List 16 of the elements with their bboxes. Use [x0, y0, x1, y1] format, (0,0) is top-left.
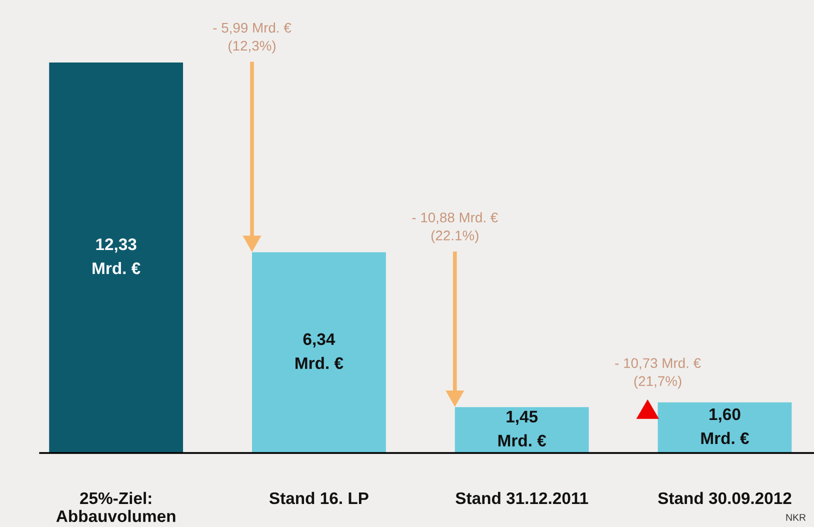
data-label: 6,34 Mrd. €	[296, 333, 344, 370]
data-label: 1,60 Mrd. €	[701, 408, 749, 444]
x-tick-label: Stand 16. LP	[269, 492, 368, 504]
bar	[49, 62, 184, 453]
bar	[658, 402, 792, 453]
text: NKR	[786, 514, 806, 521]
annotation: - 10,73 Mrd. € (21,7%)	[615, 358, 701, 389]
text: - 5,99 Mrd. € (12,3%)	[213, 22, 292, 54]
data-label: 12,33 Mrd. €	[92, 238, 140, 274]
x-tick-label: Stand 30.09.2012	[658, 492, 792, 504]
bar	[252, 252, 386, 453]
annotation: - 10,88 Mrd. € (22.1%)	[412, 212, 498, 244]
data-label: 1,45 Mrd. €	[498, 410, 546, 447]
x-tick-label: 25%-Ziel: Abbauvolumen	[56, 492, 176, 522]
x-tick-label: Stand 31.12.2011	[456, 492, 588, 504]
bar	[454, 407, 589, 453]
